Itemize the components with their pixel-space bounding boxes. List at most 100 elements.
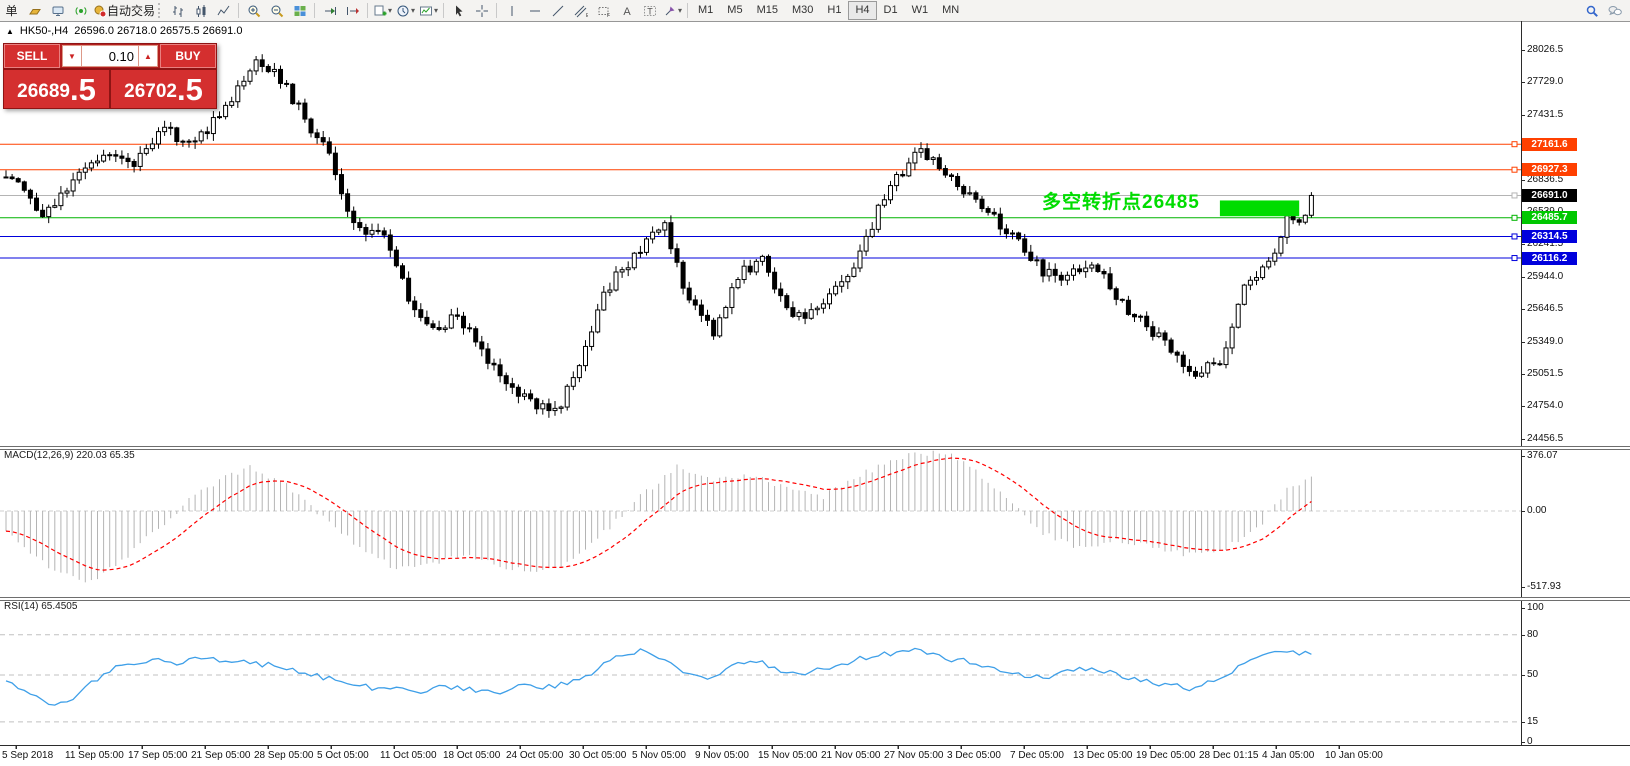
rsi-tick-label: 50 xyxy=(1520,669,1539,680)
level-price-badge: 26116.2 xyxy=(1522,251,1577,265)
timeframe-h1[interactable]: H1 xyxy=(827,4,842,16)
toolbar-separator xyxy=(238,3,240,18)
tile-windows-button[interactable] xyxy=(288,1,311,20)
chat-button[interactable] xyxy=(1603,1,1626,20)
periods-button[interactable]: ▾ xyxy=(394,1,417,20)
price-tick-label: 27729.0 xyxy=(1520,76,1564,88)
rsi-panel-separator[interactable] xyxy=(0,597,1630,601)
auto-scroll-button[interactable] xyxy=(318,1,341,20)
level-price-badge: 26927.3 xyxy=(1522,163,1577,177)
time-axis-label: 11 Oct 05:00 xyxy=(380,745,437,761)
text-a-icon: A xyxy=(623,6,631,18)
main-toolbar: 单 自动交易 ▾ ▾ ▾ E F A T ▾ M1 M xyxy=(0,0,1630,22)
price-tick-label: 24754.0 xyxy=(1520,400,1564,412)
text-button[interactable]: A xyxy=(615,1,638,20)
templates-button[interactable]: ▾ xyxy=(417,1,440,20)
horizontal-line-button[interactable] xyxy=(523,1,546,20)
trend-line-button[interactable] xyxy=(546,1,569,20)
toolbar-separator xyxy=(496,3,498,18)
timeframe-toolbar: M1 M5 M15 M30 H1 H4 D1 W1 MN xyxy=(691,1,966,20)
crosshair-button[interactable] xyxy=(470,1,493,20)
pivot-annotation-text[interactable]: 多空转折点26485 xyxy=(1042,192,1200,213)
one-click-trading-panel: SELL ▼ 0.10 ▲ BUY 26689.5 26702.5 xyxy=(3,43,217,109)
rsi-tick-label: 15 xyxy=(1520,715,1539,727)
timeframe-h4[interactable]: H4 xyxy=(848,1,877,20)
timeframe-d1[interactable]: D1 xyxy=(883,4,898,16)
time-axis-label: 9 Nov 05:00 xyxy=(695,745,749,761)
time-axis-label: 3 Dec 05:00 xyxy=(947,745,1001,761)
toolbar-separator xyxy=(314,3,316,18)
sell-price-button[interactable]: 26689.5 xyxy=(4,70,109,108)
zoom-in-icon xyxy=(248,5,260,17)
channel-button[interactable]: F xyxy=(592,1,615,20)
candle-chart-button[interactable] xyxy=(189,1,212,20)
cursor-button[interactable] xyxy=(447,1,470,20)
svg-text:F: F xyxy=(607,13,610,18)
toolbar-separator xyxy=(687,3,689,18)
macd-panel-separator[interactable] xyxy=(0,446,1630,450)
timeframe-m15[interactable]: M15 xyxy=(756,4,778,16)
auto-scroll-icon xyxy=(324,6,336,15)
bar-chart-icon xyxy=(172,5,183,17)
price-axis-border xyxy=(1521,21,1522,745)
arrows-button[interactable]: ▾ xyxy=(661,1,684,20)
collapse-arrow-icon[interactable]: ▲ xyxy=(6,26,14,36)
volume-input[interactable]: 0.10 xyxy=(82,45,138,67)
fibonacci-button[interactable]: E xyxy=(569,1,592,20)
timeframe-mn[interactable]: MN xyxy=(942,4,960,16)
buy-price-main: 26702 xyxy=(124,81,177,102)
timeframe-w1[interactable]: W1 xyxy=(911,4,929,16)
deposit-button[interactable] xyxy=(23,1,46,20)
chart-shift-button[interactable] xyxy=(341,1,364,20)
buy-button[interactable]: BUY xyxy=(160,44,216,68)
timeframe-m1[interactable]: M1 xyxy=(698,4,714,16)
new-chart-button[interactable]: ▾ xyxy=(371,1,394,20)
text-label-button[interactable]: T xyxy=(638,1,661,20)
signal-button[interactable] xyxy=(69,1,92,20)
dropdown-caret-icon: ▾ xyxy=(434,6,439,15)
sell-price-main: 26689 xyxy=(17,81,70,102)
volume-stepper: ▼ 0.10 ▲ xyxy=(60,44,160,68)
timeframe-m30[interactable]: M30 xyxy=(791,4,814,16)
time-axis-label: 7 Dec 05:00 xyxy=(1010,745,1064,761)
rsi-tick-label: 100 xyxy=(1521,602,1544,613)
time-axis-label: 5 Sep 2018 xyxy=(2,745,54,761)
volume-increase-button[interactable]: ▲ xyxy=(138,45,158,67)
signal-icon xyxy=(75,6,86,15)
vertical-line-button[interactable] xyxy=(500,1,523,20)
ohlc-readout: 26596.0 26718.0 26575.5 26691.0 xyxy=(74,25,243,37)
volume-decrease-button[interactable]: ▼ xyxy=(62,45,82,67)
dropdown-caret-icon: ▾ xyxy=(388,6,393,15)
bar-chart-button[interactable] xyxy=(166,1,189,20)
svg-text:A: A xyxy=(623,6,631,18)
new-order-label: 单 xyxy=(5,4,18,18)
line-chart-icon xyxy=(217,5,229,15)
sell-button[interactable]: SELL xyxy=(4,44,60,68)
terminal-button[interactable] xyxy=(46,1,69,20)
line-chart-button[interactable] xyxy=(212,1,235,20)
zoom-out-button[interactable] xyxy=(265,1,288,20)
time-axis-label: 4 Jan 05:00 xyxy=(1262,745,1315,761)
symbol-timeframe-label: HK50-,H4 xyxy=(19,25,69,37)
time-axis-border xyxy=(0,745,1630,746)
new-order-button[interactable]: 单 xyxy=(0,1,23,20)
current-price-badge: 26691.0 xyxy=(1522,188,1577,202)
zoom-in-button[interactable] xyxy=(242,1,265,20)
autotrading-button[interactable]: 自动交易 xyxy=(92,1,156,20)
timeframe-m5[interactable]: M5 xyxy=(727,4,743,16)
buy-price-button[interactable]: 26702.5 xyxy=(109,70,216,108)
time-axis-label: 5 Oct 05:00 xyxy=(317,745,369,761)
time-axis-label: 21 Sep 05:00 xyxy=(191,745,251,761)
tile-windows-icon xyxy=(294,5,306,16)
level-price-badge: 26485.7 xyxy=(1522,211,1577,225)
search-button[interactable] xyxy=(1580,1,1603,20)
buy-price-frac: .5 xyxy=(176,72,203,107)
time-axis-label: 19 Dec 05:00 xyxy=(1136,745,1196,761)
clock-icon xyxy=(397,5,409,16)
time-axis-label: 24 Oct 05:00 xyxy=(506,745,564,761)
time-axis-label: 17 Sep 05:00 xyxy=(128,745,188,761)
rsi-tick-label: 80 xyxy=(1520,628,1539,640)
template-icon xyxy=(420,6,432,15)
chat-icon xyxy=(1608,5,1622,15)
